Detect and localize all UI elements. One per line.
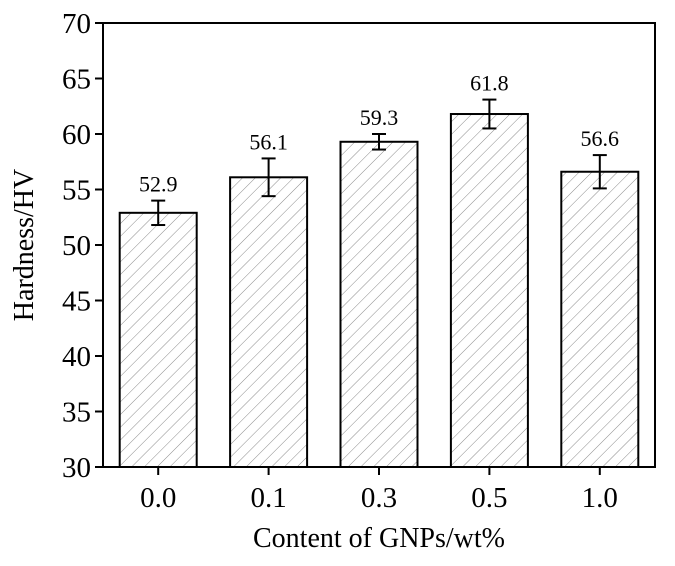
data-label: 59.3 bbox=[360, 105, 399, 130]
y-tick-label: 55 bbox=[62, 175, 91, 207]
x-tick-label: 1.0 bbox=[582, 482, 618, 514]
x-tick-label: 0.5 bbox=[471, 482, 507, 514]
y-axis-title: Hardness/HV bbox=[9, 169, 40, 321]
y-tick-label: 40 bbox=[62, 341, 91, 373]
data-label: 52.9 bbox=[139, 172, 178, 197]
y-tick-label: 45 bbox=[62, 286, 91, 318]
y-tick-label: 60 bbox=[62, 119, 91, 151]
x-axis-title: Content of GNPs/wt% bbox=[253, 523, 505, 554]
data-label: 61.8 bbox=[470, 71, 509, 96]
data-label: 56.6 bbox=[581, 126, 620, 151]
x-tick-label: 0.1 bbox=[250, 482, 286, 514]
bar-0-3 bbox=[339, 140, 419, 469]
y-tick-label: 35 bbox=[62, 397, 91, 429]
bar-1-0 bbox=[560, 170, 640, 469]
y-tick-label: 30 bbox=[62, 452, 91, 484]
bar-0-1 bbox=[229, 176, 309, 468]
y-tick-label: 50 bbox=[62, 230, 91, 262]
x-tick-label: 0.0 bbox=[140, 482, 176, 514]
data-label: 56.1 bbox=[249, 129, 288, 154]
bar-0-0 bbox=[118, 211, 198, 468]
y-tick-label: 65 bbox=[62, 64, 91, 96]
y-tick-label: 70 bbox=[62, 8, 91, 40]
bar-0-5 bbox=[449, 113, 529, 469]
x-tick-label: 0.3 bbox=[361, 482, 397, 514]
